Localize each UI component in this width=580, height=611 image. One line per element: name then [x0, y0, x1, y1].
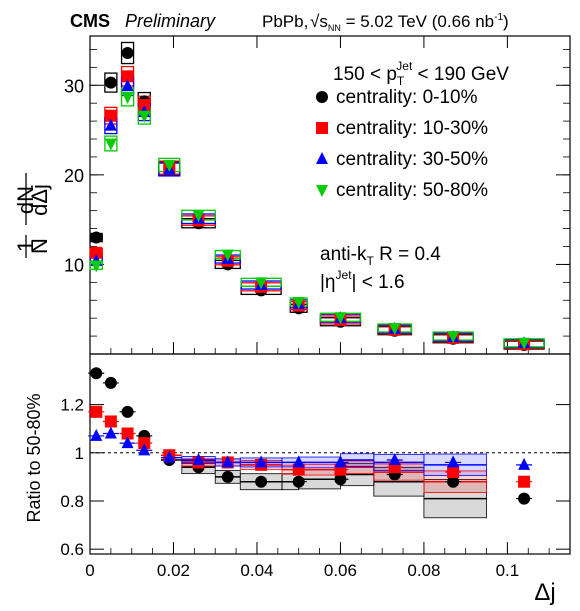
x-tick-label: 0.08 [407, 561, 440, 580]
bottom-panel-frame [89, 353, 571, 555]
bottom-data-point [292, 475, 305, 488]
bottom-y-axis-label: Ratio to 50-80% [24, 393, 44, 522]
bottom-y-tick-label: 1 [75, 444, 84, 463]
legend: centrality: 0-10% centrality: 10-30% centr… [316, 87, 488, 201]
bottom-data-point [121, 436, 134, 449]
top-data-point [163, 159, 176, 172]
top-data-point [121, 79, 134, 92]
top-data-point [138, 98, 151, 111]
legend-marker [316, 152, 328, 164]
bottom-data-point [518, 457, 531, 470]
bottom-data-point [138, 443, 151, 456]
top-data-point [255, 277, 268, 290]
eta-label: |ηJet| < 1.6 [320, 268, 405, 293]
top-data-point [121, 91, 134, 104]
legend-marker [316, 122, 328, 134]
svg-text:dΔj: dΔj [27, 184, 52, 216]
bottom-data-point [221, 470, 234, 483]
x-tick-label: 0.02 [157, 561, 190, 580]
bottom-data-point [90, 428, 103, 441]
bottom-data-point [104, 376, 117, 389]
top-y-axis-label: 1 N dN dΔj [13, 173, 52, 258]
top-y-tick-label: 10 [64, 255, 84, 275]
bottom-y-tick-label: 0.8 [60, 492, 84, 511]
bottom-data-point [163, 450, 176, 463]
top-data-point [90, 231, 103, 244]
top-data-point [192, 210, 205, 223]
top-axis-ticks: 10 20 30 [64, 36, 570, 354]
bottom-axis-ticks: 0 0.02 0.04 0.06 0.08 0.1 0.6 0.8 1 1.2 [60, 396, 570, 580]
bottom-data-point [334, 473, 347, 486]
status-label: Preliminary [125, 11, 216, 31]
svg-text:N: N [27, 238, 52, 254]
legend-label: centrality: 30-50% [336, 149, 488, 170]
bottom-data-point [138, 437, 151, 450]
x-tick-label: 0.1 [496, 561, 520, 580]
bottom-data-point [221, 455, 234, 468]
bottom-data-point [447, 475, 460, 488]
bottom-y-tick-label: 1.2 [60, 396, 84, 415]
systematic-box [104, 135, 118, 152]
system-label: PbPb, [262, 12, 308, 31]
top-data-point [518, 337, 531, 350]
top-data-point [121, 70, 134, 83]
top-data-point [104, 138, 117, 151]
legend-label: centrality: 50-80% [336, 180, 488, 201]
x-tick-label: 0 [85, 561, 94, 580]
top-data-point [121, 47, 134, 60]
bottom-data-point [388, 453, 401, 466]
bottom-data-point [518, 492, 531, 505]
pt-cut-label: 150 < pTJet < 190 GeV [333, 59, 509, 88]
bottom-data-point [255, 475, 268, 488]
top-data-point [104, 118, 117, 131]
top-data-markers [90, 47, 531, 352]
x-tick-label: 0.06 [324, 561, 357, 580]
bottom-data-point [255, 455, 268, 468]
legend-marker [316, 91, 328, 103]
bottom-data-point [334, 455, 347, 468]
top-data-point [221, 249, 234, 262]
top-data-point [292, 297, 305, 310]
bottom-data-markers [88, 367, 533, 505]
legend-label: centrality: 10-30% [336, 118, 488, 139]
bottom-y-tick-label: 0.6 [60, 540, 84, 559]
bottom-data-point [121, 405, 134, 418]
bottom-data-point [104, 426, 117, 439]
bottom-data-point [90, 405, 103, 418]
bottom-data-point [447, 455, 460, 468]
top-data-point [447, 331, 460, 344]
legend-marker [316, 185, 328, 197]
top-data-point [388, 323, 401, 336]
bottom-data-point [121, 427, 134, 440]
ratio-uncertainty-bands [160, 453, 487, 519]
top-data-point [90, 260, 103, 273]
bottom-data-point [518, 475, 531, 488]
experiment-label: CMS [70, 11, 110, 31]
top-data-point [90, 246, 103, 259]
bottom-data-point [104, 415, 117, 428]
bottom-data-point [90, 367, 103, 380]
legend-label: centrality: 0-10% [336, 87, 478, 108]
bottom-data-point [292, 455, 305, 468]
top-y-tick-label: 20 [64, 166, 84, 186]
top-data-point [104, 76, 117, 89]
top-data-point [334, 312, 347, 325]
top-data-point [104, 109, 117, 122]
bottom-data-point [192, 453, 205, 466]
energy-label: √sNN = 5.02 TeV (0.66 nb-1) [310, 12, 509, 33]
top-y-tick-label: 30 [64, 76, 84, 96]
x-tick-label: 0.04 [240, 561, 273, 580]
x-axis-label: Δj [534, 579, 555, 606]
algo-label: anti-kT R = 0.4 [320, 244, 441, 268]
top-data-point [138, 110, 151, 123]
bottom-data-point [447, 466, 460, 479]
